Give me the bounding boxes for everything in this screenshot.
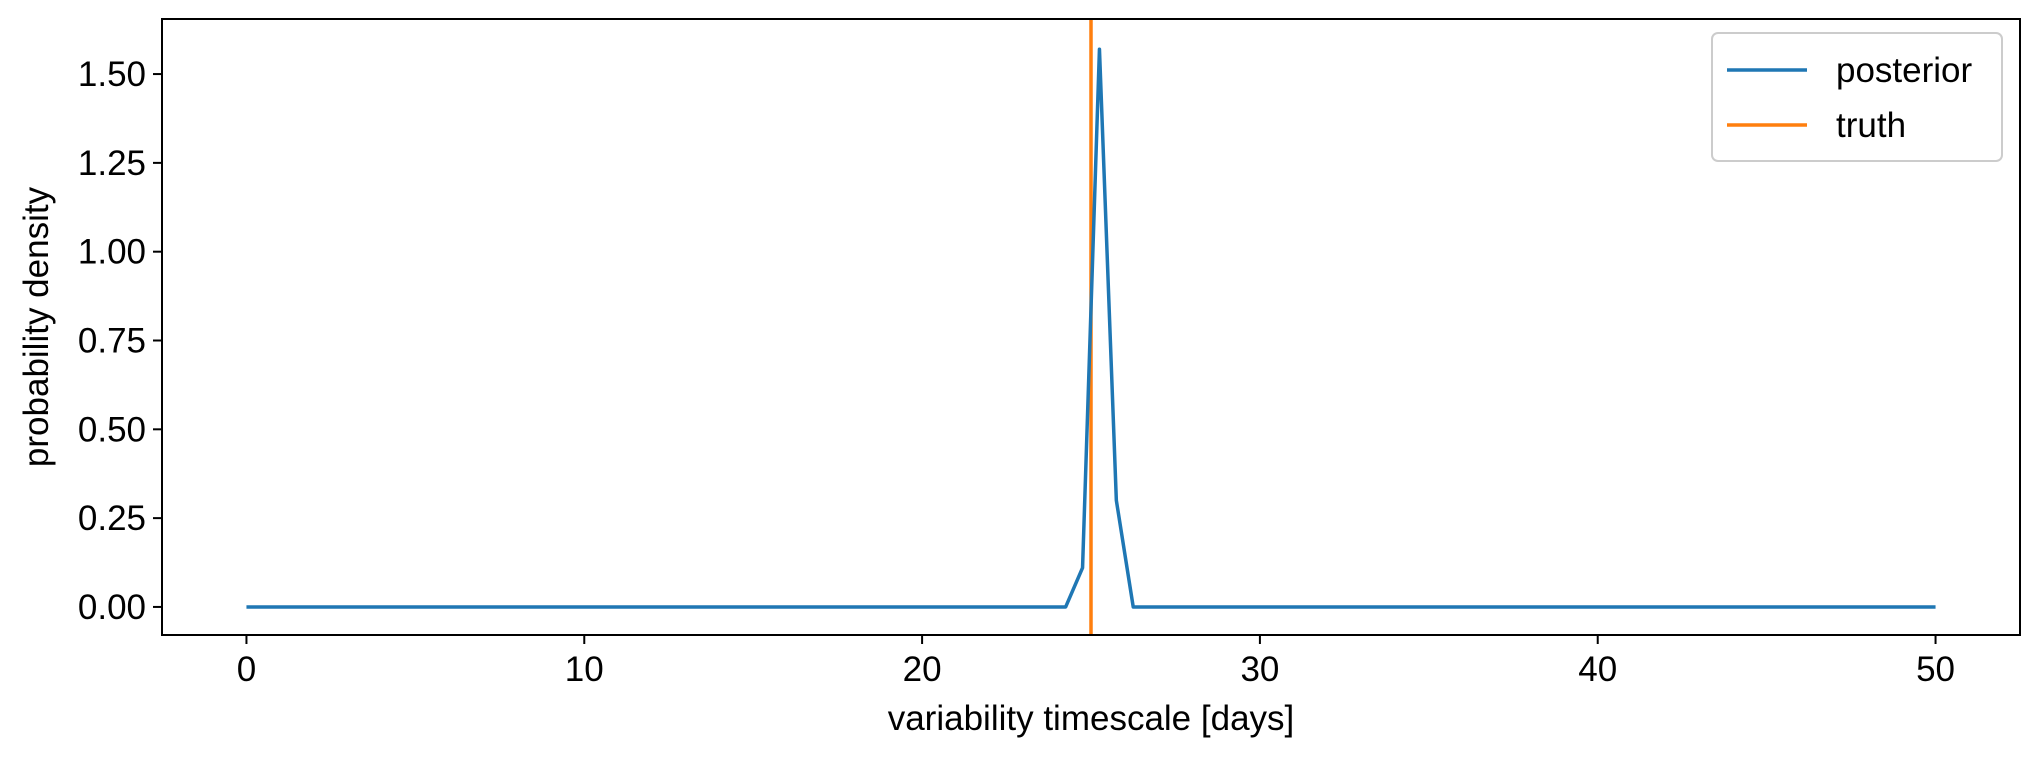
y-axis: 0.00 0.25 0.50 0.75 1.00 1.25 1.50 <box>78 55 162 627</box>
x-axis-label: variability timescale [days] <box>888 699 1295 738</box>
x-tick-label: 0 <box>237 650 256 689</box>
x-tick-label: 20 <box>903 650 942 689</box>
x-axis: 0 10 20 30 40 50 <box>237 635 1955 689</box>
legend-label-posterior: posterior <box>1836 51 1973 90</box>
plot-frame <box>161 18 2021 636</box>
y-tick-label: 0.50 <box>78 410 146 449</box>
series-layer <box>246 19 1936 635</box>
legend-box <box>1711 32 2003 162</box>
y-tick-label: 1.00 <box>78 233 146 272</box>
y-tick-label: 1.25 <box>78 144 146 183</box>
y-tick-label: 0.25 <box>78 499 146 538</box>
y-tick-label: 0.75 <box>78 321 146 360</box>
y-tick-label: 1.50 <box>78 55 146 94</box>
y-axis-label: probability density <box>17 186 56 467</box>
x-tick-label: 40 <box>1578 650 1617 689</box>
legend: posterior truth <box>1711 32 2003 162</box>
legend-label-truth: truth <box>1836 106 1906 145</box>
x-tick-label: 50 <box>1916 650 1955 689</box>
x-tick-label: 30 <box>1240 650 1279 689</box>
x-tick-label: 10 <box>565 650 604 689</box>
y-tick-label: 0.00 <box>78 588 146 627</box>
series-line-posterior <box>246 47 1936 609</box>
